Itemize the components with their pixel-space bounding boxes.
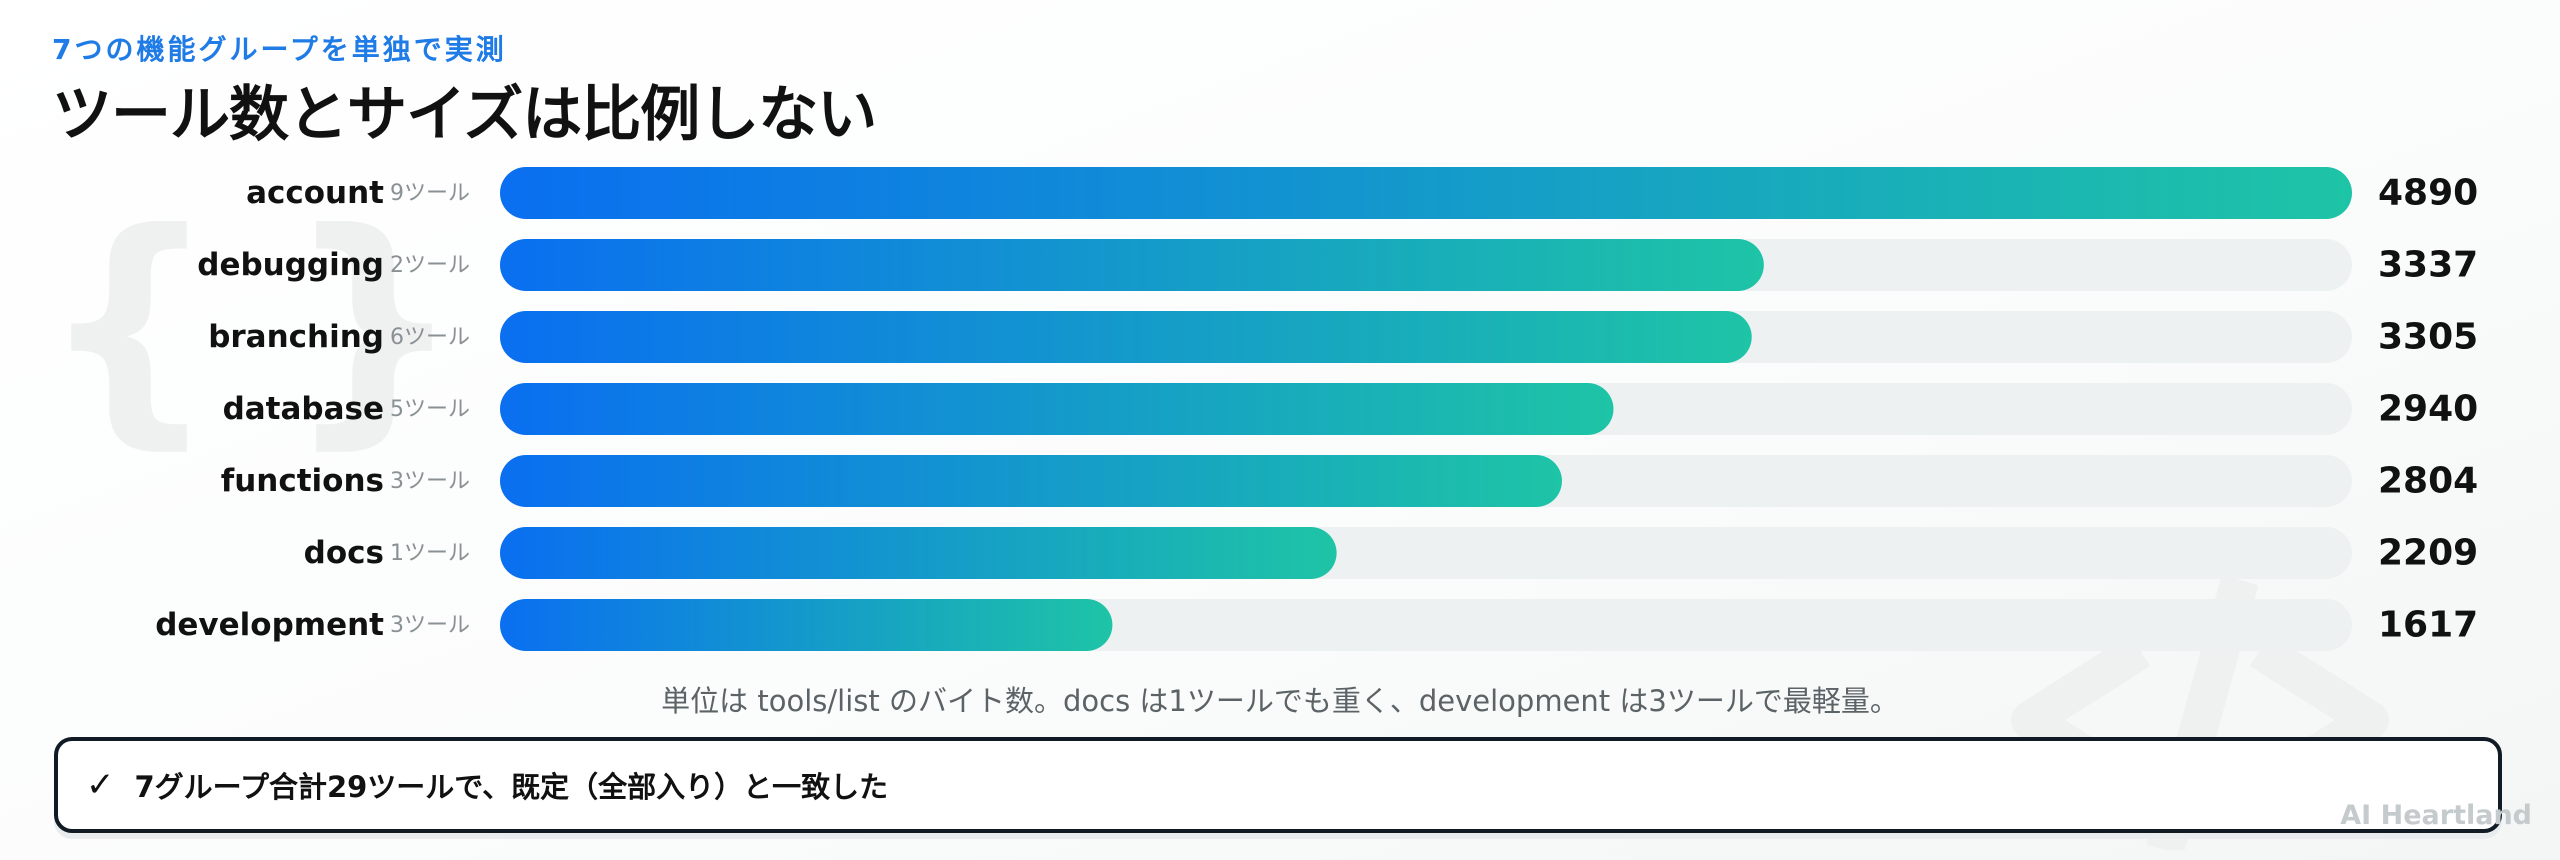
category-name: debugging bbox=[197, 247, 384, 283]
page-title: ツール数とサイズは比例しない bbox=[52, 80, 877, 150]
category-label-development: development 3ツール bbox=[155, 607, 470, 643]
eyebrow-heading: 7つの機能グループを単独で実測 bbox=[52, 33, 507, 66]
tool-count-label: 6ツール bbox=[390, 325, 470, 350]
bar-development bbox=[500, 599, 1113, 651]
tool-count-label: 3ツール bbox=[390, 469, 470, 494]
conclusion-box: ✓ 7グループ合計29ツールで、既定（全部入り）と一致した bbox=[54, 737, 2502, 833]
category-name: development bbox=[155, 607, 384, 643]
check-icon: ✓ bbox=[86, 765, 115, 805]
bar-chart: account 9ツール 4890 debugging 2ツール 3337 branchin… bbox=[155, 167, 2478, 651]
bar-account bbox=[500, 167, 2352, 219]
category-name: account bbox=[246, 175, 384, 211]
value-label-branching: 3305 bbox=[2378, 317, 2478, 358]
conclusion-text: 7グループ合計29ツールで、既定（全部入り）と一致した bbox=[134, 770, 889, 804]
tool-count-label: 1ツール bbox=[390, 541, 470, 566]
category-label-debugging: debugging 2ツール bbox=[197, 247, 470, 283]
value-label-account: 4890 bbox=[2378, 173, 2478, 214]
decorative-braces-icon: { } bbox=[40, 179, 463, 470]
tool-count-label: 9ツール bbox=[390, 181, 470, 206]
brand-watermark: AI Heartland bbox=[2340, 800, 2532, 831]
bar-branching bbox=[500, 311, 1752, 363]
value-label-development: 1617 bbox=[2378, 605, 2478, 646]
chart-caption: 単位は tools/list のバイト数。docs は1ツールでも重く、deve… bbox=[661, 684, 1899, 718]
bar-database bbox=[500, 383, 1614, 435]
tool-count-label: 5ツール bbox=[390, 397, 470, 422]
value-label-debugging: 3337 bbox=[2378, 245, 2478, 286]
bar-debugging bbox=[500, 239, 1764, 291]
category-label-account: account 9ツール bbox=[246, 175, 470, 211]
category-name: docs bbox=[304, 535, 384, 571]
category-name: database bbox=[223, 391, 384, 427]
category-name: functions bbox=[221, 463, 384, 499]
tool-count-label: 3ツール bbox=[390, 613, 470, 638]
category-label-functions: functions 3ツール bbox=[221, 463, 470, 499]
tool-count-label: 2ツール bbox=[390, 253, 470, 278]
bar-functions bbox=[500, 455, 1562, 507]
value-label-functions: 2804 bbox=[2378, 461, 2478, 502]
category-label-branching: branching 6ツール bbox=[208, 319, 470, 355]
category-label-docs: docs 1ツール bbox=[304, 535, 470, 571]
value-label-database: 2940 bbox=[2378, 389, 2478, 430]
category-label-database: database 5ツール bbox=[223, 391, 470, 427]
bar-docs bbox=[500, 527, 1337, 579]
value-label-docs: 2209 bbox=[2378, 533, 2478, 574]
category-name: branching bbox=[208, 319, 384, 355]
